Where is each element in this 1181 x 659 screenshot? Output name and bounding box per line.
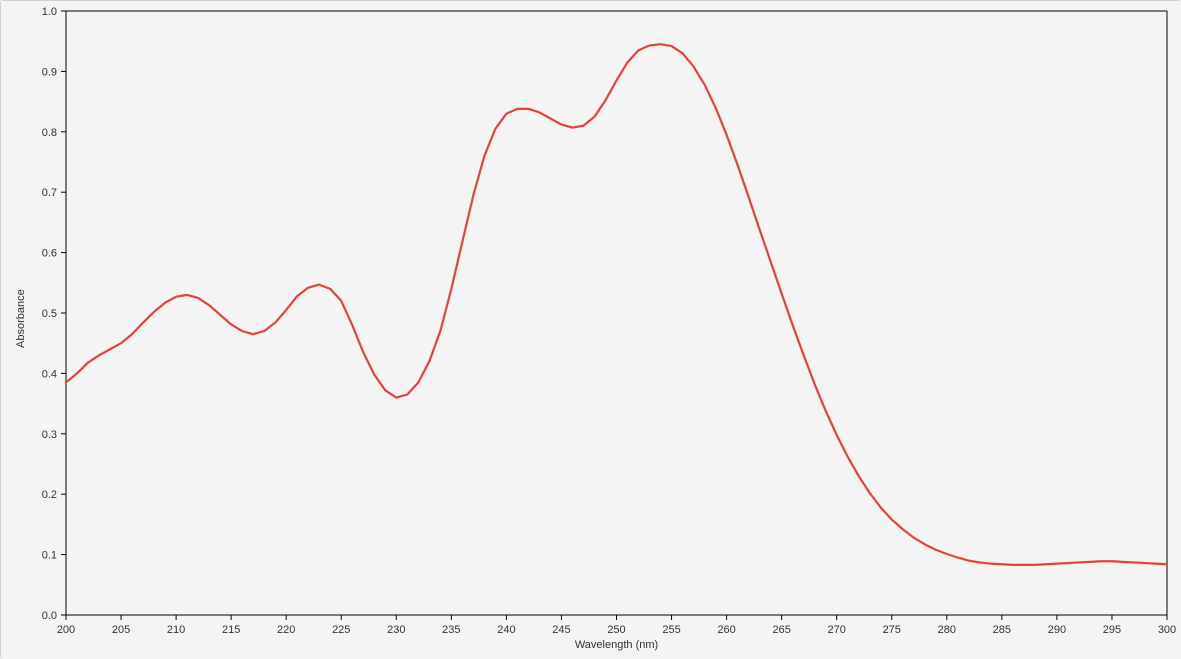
- x-tick-label: 245: [552, 624, 570, 636]
- x-tick-label: 230: [387, 624, 405, 636]
- y-tick-label: 0.5: [42, 308, 57, 320]
- y-tick-label: 0.8: [42, 127, 57, 139]
- x-tick-label: 295: [1103, 624, 1121, 636]
- x-axis-label: Wavelength (nm): [66, 639, 1167, 651]
- x-tick-label: 280: [938, 624, 956, 636]
- x-tick-label: 255: [662, 624, 680, 636]
- spectrum-chart: 200 205 210 215 220 225 230 235 240 245 250 255 260 2…: [0, 0, 1181, 659]
- x-tick-label: 300: [1158, 624, 1176, 636]
- x-tick-label: 205: [112, 624, 130, 636]
- x-tick-label: 285: [993, 624, 1011, 636]
- y-tick-label: 0.6: [42, 248, 57, 260]
- x-tick-label: 225: [332, 624, 350, 636]
- x-tick-label: 250: [607, 624, 625, 636]
- x-tick-label: 290: [1048, 624, 1066, 636]
- y-axis-label: Absorbance: [15, 289, 27, 348]
- x-tick-label: 215: [222, 624, 240, 636]
- y-tick-label: 0.1: [42, 550, 57, 562]
- y-tick-label: 0.2: [42, 489, 57, 501]
- x-tick-label: 265: [772, 624, 790, 636]
- x-tick-label: 260: [717, 624, 735, 636]
- x-tick-label: 200: [57, 624, 75, 636]
- x-tick-label: 275: [883, 624, 901, 636]
- y-tick-label: 0.4: [42, 368, 57, 380]
- y-tick-label: 0.7: [42, 187, 57, 199]
- y-tick-label: 0.0: [42, 610, 57, 622]
- x-tick-label: 270: [828, 624, 846, 636]
- chart-svg: 200 205 210 215 220 225 230 235 240 245 250 255 260 2…: [1, 1, 1181, 659]
- y-tick-label: 0.9: [42, 66, 57, 78]
- x-tick-label: 235: [442, 624, 460, 636]
- x-tick-label: 220: [277, 624, 295, 636]
- x-tick-label: 210: [167, 624, 185, 636]
- y-tick-label: 1.0: [42, 6, 57, 18]
- x-tick-label: 240: [497, 624, 515, 636]
- y-tick-label: 0.3: [42, 429, 57, 441]
